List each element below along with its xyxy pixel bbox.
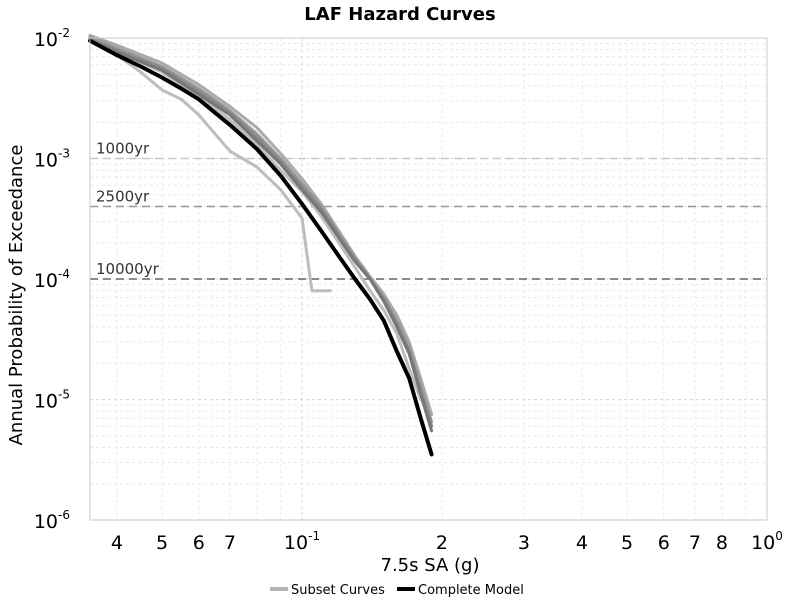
series-group: [88, 33, 434, 457]
legend: Subset Curves Complete Model: [270, 583, 524, 598]
legend-label: Subset Curves: [291, 583, 385, 598]
series-line-subset: [88, 35, 434, 424]
plot-frame: [89, 37, 768, 521]
x-tick-label: 4: [576, 532, 588, 554]
x-tick-label: 7: [224, 532, 236, 554]
x-tick-label: 3: [518, 532, 530, 554]
x-axis-label: 7.5s SA (g): [381, 555, 480, 576]
legend-label: Complete Model: [418, 583, 524, 598]
y-tick-label: 10-2: [34, 26, 70, 51]
y-tick-label: 10-5: [34, 388, 70, 413]
y-tick-labels: 10-2 10-3 10-4 10-5 10-6: [34, 26, 70, 533]
x-tick-label: 2: [436, 532, 448, 554]
y-tick-label: 10-6: [34, 508, 70, 533]
x-tick-label: 5: [621, 532, 633, 554]
reference-lines: 1000yr 2500yr 10000yr: [90, 140, 767, 280]
series-line-subset: [88, 38, 434, 433]
reference-line-label: 2500yr: [96, 187, 150, 205]
y-tick-label: 10-3: [34, 147, 70, 172]
reference-line-label: 10000yr: [96, 260, 160, 278]
y-tick-label: 10-4: [34, 267, 70, 292]
x-tick-label: 6: [658, 532, 670, 554]
x-tick-label: 4: [111, 532, 123, 554]
x-tick-label: 10-1: [284, 529, 320, 554]
chart-title: LAF Hazard Curves: [304, 4, 495, 25]
y-axis-label: Annual Probability of Exceedance: [6, 145, 27, 446]
x-tick-label: 5: [156, 532, 168, 554]
x-tick-label: 7: [689, 532, 701, 554]
reference-line-label: 1000yr: [96, 140, 150, 158]
series-line-subset: [88, 39, 332, 293]
x-tick-labels: 4 5 6 7 10-1 2 3 4 5 6 7 8 100: [111, 529, 783, 554]
x-tick-label: 100: [751, 529, 783, 554]
series-line-subset: [88, 33, 434, 417]
series-line-complete-model: [88, 38, 434, 457]
x-tick-label: 6: [193, 532, 205, 554]
x-tick-label: 8: [716, 532, 728, 554]
